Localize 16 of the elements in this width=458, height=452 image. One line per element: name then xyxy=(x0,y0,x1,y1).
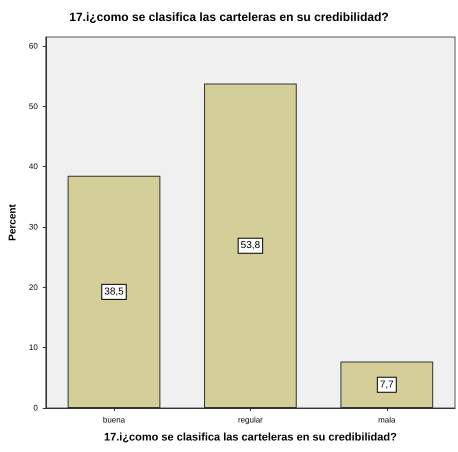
x-tick-label: buena xyxy=(102,416,126,424)
y-axis-title: Percent xyxy=(8,203,18,241)
y-tick-label: 10 xyxy=(28,343,38,352)
chart-title: 17.i¿como se clasifica las carteleras en su credibilidad? xyxy=(69,10,389,24)
x-tick-label: regular xyxy=(238,416,264,424)
data-label: 38,5 xyxy=(104,286,124,298)
y-tick-label: 50 xyxy=(28,102,38,111)
y-tick-label: 0 xyxy=(33,404,38,412)
data-label: 7,7 xyxy=(380,379,394,390)
y-tick-label: 20 xyxy=(28,282,38,292)
y-tick-label: 60 xyxy=(28,42,38,51)
x-axis-title: 17.i¿como se clasifica las carteleras en su credibilidad? xyxy=(104,432,398,444)
data-label: 53,8 xyxy=(240,240,261,252)
x-tick-label: mala xyxy=(378,416,396,424)
y-tick-label: 40 xyxy=(28,162,38,172)
y-tick-label: 30 xyxy=(28,222,38,232)
